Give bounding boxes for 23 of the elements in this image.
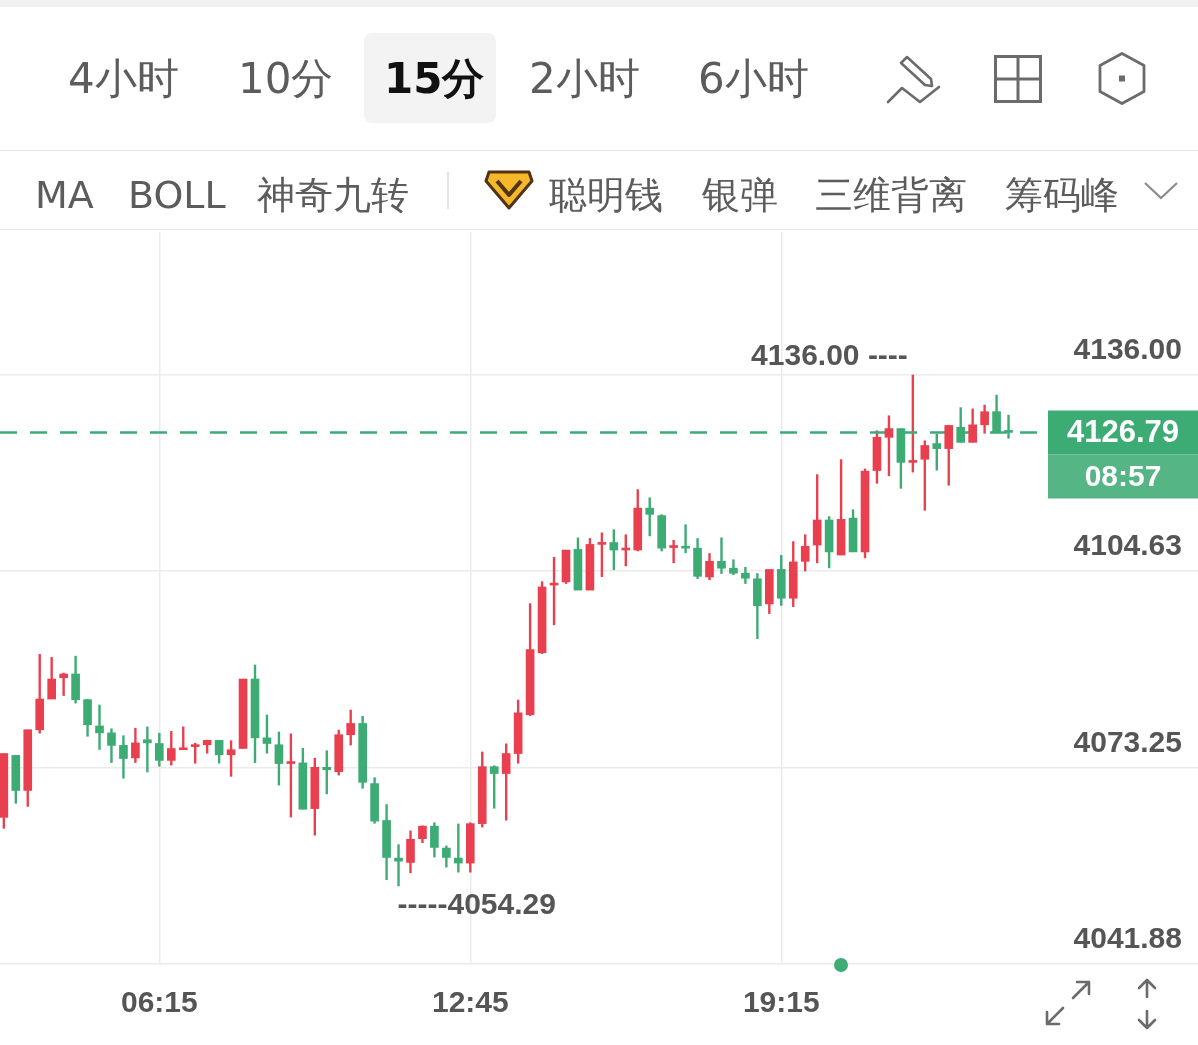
text: MA — [35, 173, 94, 217]
text: 4小时 — [68, 54, 179, 103]
text: 神奇九转 — [257, 173, 409, 217]
y-tick-label: 4104.63 — [1073, 528, 1182, 562]
x-tick-label: 19:15 — [742, 985, 820, 1019]
x-tick-label: 06:15 — [120, 985, 198, 1019]
text: 聪明钱 — [549, 173, 663, 217]
text: 三维背离 — [815, 173, 967, 217]
text: 6小时 — [698, 54, 809, 103]
y-tick-label: 4041.88 — [1073, 921, 1182, 955]
annotation: -----4054.29 — [397, 886, 556, 920]
ref-line-label: 4126.79 — [1066, 413, 1180, 449]
text: 10分 — [238, 54, 334, 103]
text: BOLL — [128, 173, 226, 217]
text: 银弹 — [702, 173, 778, 217]
text: 2小时 — [529, 54, 640, 103]
x-tick-label: 12:45 — [431, 985, 509, 1019]
text: 15分 — [384, 54, 485, 103]
y-tick-label: 4136.00 — [1073, 332, 1182, 366]
annotation: 4136.00 ---- — [751, 338, 908, 372]
annotation: 08:57 — [1084, 458, 1162, 492]
y-tick-label: 4073.25 — [1073, 724, 1182, 758]
text: 筹码峰 — [1005, 173, 1119, 217]
